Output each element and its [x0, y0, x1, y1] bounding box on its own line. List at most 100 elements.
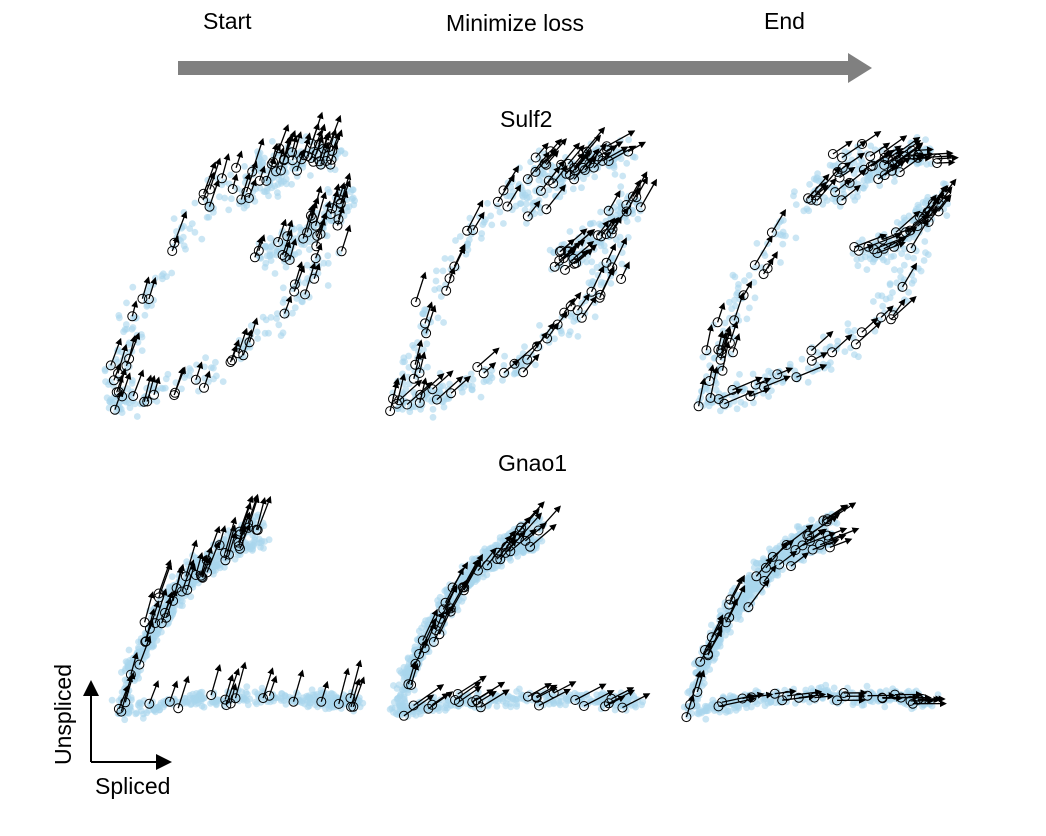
- velocity-arrow: [294, 261, 304, 285]
- velocity-arrow: [239, 523, 251, 549]
- velocity-arrow: [138, 635, 152, 665]
- velocity-arrow: [567, 144, 585, 165]
- gene-title-gnao1: Gnao1: [498, 450, 568, 476]
- highlighted-cell-ring: [216, 173, 227, 184]
- velocity-arrow: [574, 683, 607, 701]
- highlighted-cell-ring: [190, 374, 201, 385]
- velocity-arrow: [828, 527, 860, 541]
- highlighted-cell-ring: [403, 679, 414, 690]
- velocity-arrow: [118, 367, 127, 393]
- velocity-arrow: [202, 171, 216, 201]
- velocity-arrows: [105, 111, 352, 415]
- velocity-arrow: [554, 247, 577, 268]
- highlighted-cell-ring: [558, 253, 569, 264]
- velocity-arrow: [611, 207, 629, 230]
- highlighted-cell-ring: [906, 243, 917, 254]
- velocity-arrow: [110, 337, 122, 366]
- highlighted-cell-ring: [243, 193, 254, 203]
- highlighted-cell-ring: [440, 597, 451, 608]
- velocity-arrow: [522, 353, 540, 373]
- highlighted-cell-ring: [693, 401, 704, 412]
- highlighted-cell-ring: [220, 694, 231, 705]
- highlighted-cell-ring: [724, 612, 735, 623]
- velocity-arrow: [425, 304, 437, 334]
- velocity-arrow: [519, 508, 540, 532]
- highlighted-cell-ring: [113, 386, 124, 397]
- highlighted-cell-ring: [914, 211, 925, 222]
- velocity-arrow: [904, 151, 927, 159]
- highlighted-cell-ring: [545, 146, 556, 157]
- velocity-arrow: [545, 184, 566, 210]
- highlighted-cell-ring: [472, 362, 483, 372]
- velocity-arrow: [600, 217, 616, 237]
- highlighted-cell-ring: [894, 167, 905, 178]
- velocity-arrow: [292, 669, 305, 702]
- highlighted-cell-ring: [478, 368, 489, 379]
- highlighted-cell-ring: [561, 168, 572, 179]
- velocity-arrow: [823, 504, 848, 521]
- velocity-arrow: [854, 233, 888, 248]
- highlighted-cell-ring: [532, 341, 543, 352]
- velocity-arrow: [696, 669, 706, 693]
- highlighted-cell-ring: [310, 220, 321, 231]
- velocity-arrow: [201, 546, 213, 578]
- velocity-arrow: [892, 139, 922, 161]
- highlighted-cell-ring: [140, 636, 151, 647]
- highlighted-cell-ring: [522, 211, 533, 222]
- velocity-arrow: [238, 524, 247, 547]
- highlighted-cell-ring: [410, 359, 421, 370]
- velocity-arrow: [831, 334, 853, 353]
- axis-indicator: [83, 680, 172, 770]
- highlighted-cell-ring: [308, 156, 319, 167]
- velocity-arrow: [225, 668, 240, 706]
- velocity-arrow: [590, 265, 605, 293]
- highlighted-cell-ring: [137, 293, 148, 304]
- velocity-arrow: [258, 234, 266, 252]
- highlighted-cell-ring: [160, 607, 170, 618]
- highlighted-cell-ring: [271, 166, 281, 177]
- velocity-arrow: [419, 377, 428, 403]
- velocity-arrow: [457, 675, 487, 695]
- velocity-arrow: [185, 539, 198, 577]
- velocity-arrow: [928, 194, 950, 223]
- velocity-arrow: [340, 224, 352, 252]
- velocity-arrow: [697, 377, 707, 407]
- highlighted-cell-ring: [781, 540, 792, 550]
- velocity-arrow: [289, 238, 298, 261]
- velocity-arrow: [257, 495, 272, 531]
- highlighted-cell-ring: [743, 602, 754, 613]
- velocity-arrow: [611, 687, 635, 700]
- velocity-arrow: [476, 347, 500, 368]
- velocity-arrow: [550, 138, 562, 152]
- highlighted-cell-ring: [446, 388, 457, 399]
- highlighted-cell-ring: [729, 315, 740, 326]
- velocity-arrow: [798, 691, 827, 699]
- highlighted-cell-ring: [220, 555, 231, 566]
- highlighted-cell-ring: [692, 687, 703, 697]
- velocity-arrow: [743, 280, 753, 296]
- highlighted-cell-ring: [584, 158, 595, 169]
- velocity-arrow: [224, 673, 235, 700]
- highlighted-cell-ring: [143, 294, 154, 305]
- highlighted-cell-ring: [727, 384, 738, 395]
- highlighted-cell-ring: [327, 203, 338, 214]
- highlighted-cell-ring: [445, 603, 456, 614]
- highlighted-cell-ring: [149, 389, 159, 400]
- highlighted-cell-ring: [244, 337, 255, 348]
- velocity-arrow: [396, 373, 407, 404]
- velocity-arrow: [247, 495, 260, 528]
- highlighted-cell-ring: [473, 697, 483, 708]
- highlighted-cell-ring: [556, 245, 567, 256]
- highlighted-cell-ring: [879, 170, 890, 181]
- highlighted-cell-ring: [421, 328, 432, 339]
- velocity-arrow: [431, 692, 450, 706]
- highlighted-cell-ring: [806, 194, 817, 205]
- velocity-arrow: [206, 540, 221, 573]
- velocity-arrow: [627, 141, 647, 153]
- velocity-arrow: [398, 379, 423, 401]
- start-label: Start: [203, 8, 252, 34]
- highlighted-cell-ring: [414, 397, 425, 408]
- velocity-arrow: [841, 140, 868, 159]
- velocity-arrow: [424, 621, 437, 649]
